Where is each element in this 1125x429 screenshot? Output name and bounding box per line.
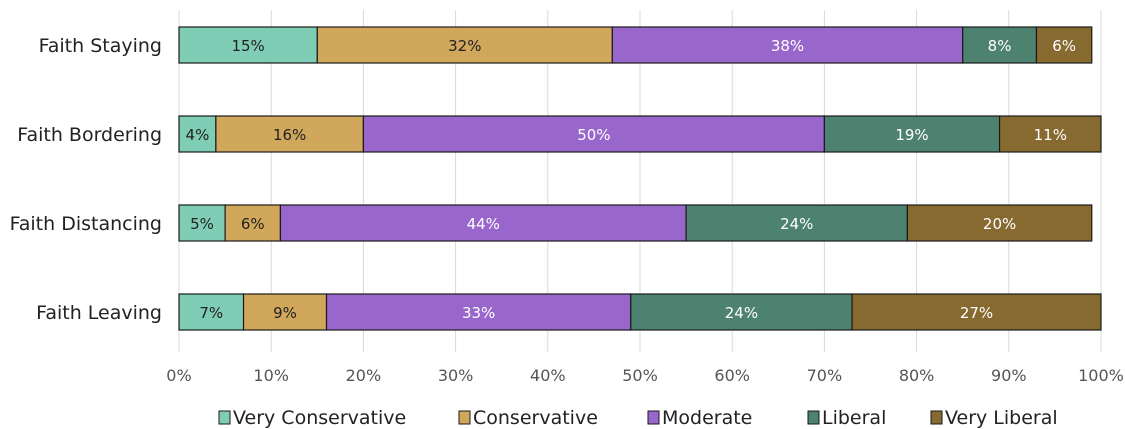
data-label: 11%	[1034, 126, 1067, 144]
bar-very-liberal-faith-distancing	[906, 204, 1093, 242]
x-tick-label: 40%	[530, 366, 566, 385]
x-tick-label: 60%	[714, 366, 750, 385]
data-label: 4%	[186, 126, 210, 144]
data-label: 6%	[1052, 37, 1076, 55]
legend-swatch-liberal	[807, 410, 820, 425]
data-label: 24%	[780, 215, 813, 233]
bar-moderate-faith-leaving	[325, 293, 632, 331]
data-label: 32%	[448, 37, 481, 55]
bar-very-conservative-faith-bordering	[178, 115, 217, 153]
category-label-faith-leaving: Faith Leaving	[36, 302, 162, 324]
data-label: 33%	[462, 304, 495, 322]
legend-label-liberal: Liberal	[822, 407, 886, 429]
bar-liberal-faith-bordering	[823, 115, 1001, 153]
data-label: 20%	[983, 215, 1016, 233]
bar-very-liberal-faith-leaving	[851, 293, 1102, 331]
category-labels: Faith Staying Faith Bordering Faith Distan…	[10, 35, 162, 324]
legend-label-conservative: Conservative	[473, 407, 598, 429]
data-label: 24%	[725, 304, 758, 322]
legend-swatch-very-conservative	[218, 410, 231, 425]
bar-very-conservative-faith-staying	[178, 26, 318, 64]
data-label: 50%	[577, 126, 610, 144]
x-tick-label: 20%	[346, 366, 382, 385]
bar-conservative-faith-distancing	[224, 204, 282, 242]
data-label: 7%	[199, 304, 223, 322]
data-label: 38%	[771, 37, 804, 55]
bar-moderate-faith-staying	[611, 26, 964, 64]
legend: Very Conservative Conservative Moderate Lib…	[218, 407, 1058, 429]
data-label: 16%	[273, 126, 306, 144]
bar-very-liberal-faith-staying	[1035, 26, 1093, 64]
x-tick-label: 10%	[253, 366, 289, 385]
x-tick-label: 30%	[438, 366, 474, 385]
data-label: 44%	[467, 215, 500, 233]
data-label: 15%	[231, 37, 264, 55]
data-label: 6%	[241, 215, 265, 233]
data-label: 19%	[895, 126, 928, 144]
bar-moderate-faith-distancing	[279, 204, 687, 242]
x-tick-label: 0%	[166, 366, 191, 385]
data-label: 9%	[273, 304, 297, 322]
x-axis-ticks: 0% 10% 20% 30% 40% 50% 60% 70% 80% 90% 100%	[166, 366, 1124, 385]
legend-swatch-moderate	[647, 410, 660, 425]
category-label-faith-bordering: Faith Bordering	[17, 124, 162, 146]
category-label-faith-staying: Faith Staying	[39, 35, 162, 57]
bar-liberal-faith-distancing	[685, 204, 908, 242]
legend-swatch-very-liberal	[930, 410, 943, 425]
bar-conservative-faith-leaving	[242, 293, 328, 331]
x-tick-label: 70%	[807, 366, 843, 385]
legend-label-very-conservative: Very Conservative	[233, 407, 406, 429]
x-tick-label: 90%	[991, 366, 1027, 385]
bar-conservative-faith-staying	[316, 26, 613, 64]
bar-moderate-faith-bordering	[362, 115, 825, 153]
x-tick-label: 100%	[1078, 366, 1124, 385]
data-label: 5%	[190, 215, 214, 233]
legend-label-very-liberal: Very Liberal	[945, 407, 1058, 429]
x-tick-label: 50%	[622, 366, 658, 385]
category-label-faith-distancing: Faith Distancing	[10, 213, 162, 235]
data-label: 8%	[988, 37, 1012, 55]
legend-label-moderate: Moderate	[662, 407, 752, 429]
data-label: 27%	[960, 304, 993, 322]
bars: 15% 32% 38% 8% 6% 4% 16% 50% 19% 11% 5% 6% 44% 24% 20%…	[178, 26, 1102, 331]
bar-very-liberal-faith-bordering	[998, 115, 1102, 153]
legend-swatch-conservative	[458, 410, 471, 425]
x-tick-label: 80%	[899, 366, 935, 385]
